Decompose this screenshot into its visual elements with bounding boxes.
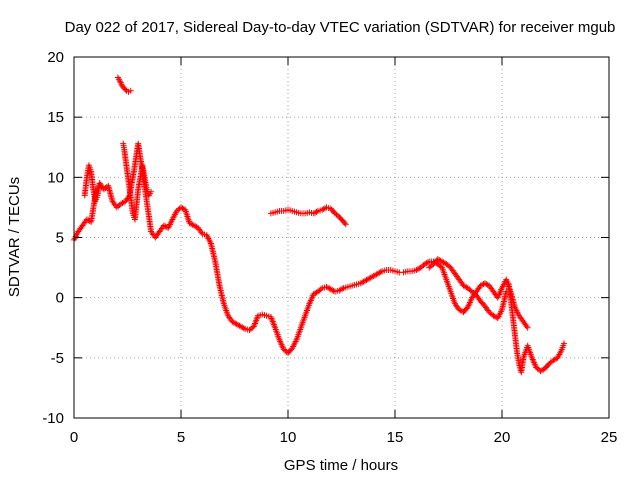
- x-tick-label: 25: [601, 429, 618, 446]
- data-point: [127, 87, 134, 94]
- data-points: [71, 74, 568, 376]
- y-tick-label: 20: [47, 49, 64, 66]
- data-point: [96, 180, 103, 187]
- data-point: [317, 286, 324, 293]
- y-tick-label: -5: [51, 350, 64, 367]
- data-point: [339, 285, 346, 292]
- data-point: [148, 188, 155, 195]
- y-tick-label: 15: [47, 109, 64, 126]
- x-tick-label: 5: [177, 429, 185, 446]
- x-tick-label: 20: [494, 429, 511, 446]
- data-point: [524, 324, 531, 331]
- y-tick-label: 5: [56, 230, 64, 247]
- x-tick-label: 0: [70, 429, 78, 446]
- data-point: [424, 259, 431, 266]
- data-point: [313, 208, 320, 215]
- data-point: [377, 268, 384, 275]
- data-point: [342, 221, 349, 228]
- x-tick-label: 15: [387, 429, 404, 446]
- y-tick-label: 0: [56, 290, 64, 307]
- chart-title: Day 022 of 2017, Sidereal Day-to-day VTE…: [65, 19, 616, 36]
- data-point: [561, 340, 568, 347]
- data-point: [122, 86, 129, 93]
- data-point: [341, 220, 348, 227]
- data-point: [240, 325, 247, 332]
- y-tick-label: 10: [47, 169, 64, 186]
- grid: [74, 57, 609, 418]
- axis-ticks: 0 5 10 15 20 25 -10 -5 0 5 10 15 20: [42, 49, 617, 446]
- y-axis-label: SDTVAR / TECUs: [6, 177, 23, 297]
- y-tick-label: -10: [42, 410, 64, 427]
- x-axis-label: GPS time / hours: [284, 457, 398, 474]
- x-tick-label: 10: [280, 429, 297, 446]
